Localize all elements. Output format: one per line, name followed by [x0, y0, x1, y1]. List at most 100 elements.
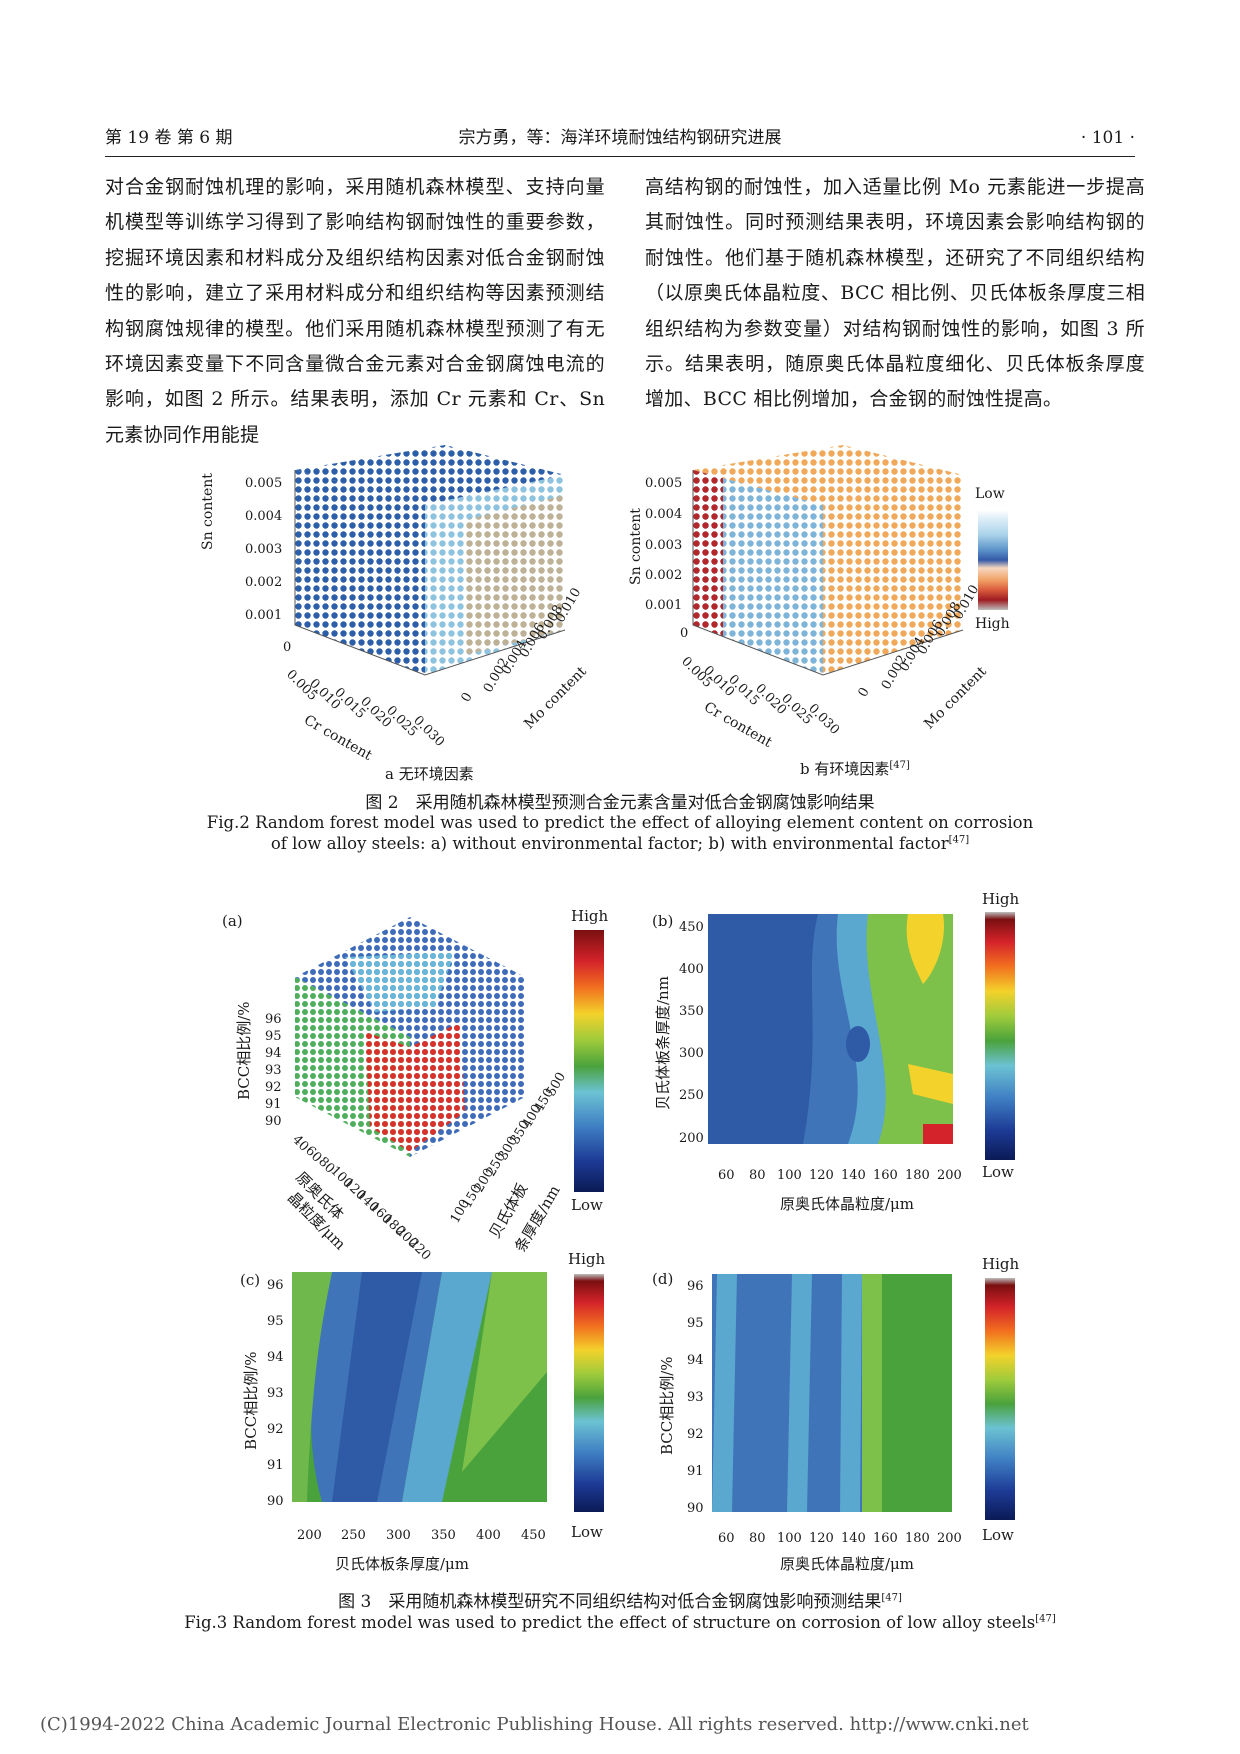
fig3-caption-en-text: Fig.3 Random forest model was used to pr… [184, 1613, 1036, 1632]
body-column-right: 高结构钢的耐蚀性，加入适量比例 Mo 元素能进一步提高其耐蚀性。同时预测结果表明… [645, 170, 1145, 418]
fig2b-subcaption: b 有环境因素[47] [800, 758, 910, 779]
tick-label: 250 [679, 1088, 704, 1103]
article-running-title: 宗方勇，等：海洋环境耐蚀结构钢研究进展 [458, 128, 782, 148]
fig3c-heatmap [292, 1272, 547, 1502]
tick-label: 80 [749, 1531, 766, 1546]
fig3c-high: High [568, 1250, 606, 1268]
tick-label: 0.005 [245, 476, 283, 491]
fig3a-low: Low [571, 1196, 603, 1214]
tick-label: 0 [680, 626, 689, 641]
tick-label: 95 [687, 1316, 704, 1331]
citation-ref: [47] [889, 760, 910, 771]
tick-label: 96 [267, 1278, 284, 1293]
tick-label: 350 [679, 1004, 704, 1019]
tick-label: 90 [687, 1501, 704, 1516]
fig2-caption-zh: 图 2 采用随机森林模型预测合金元素含量对低合金钢腐蚀影响结果 [365, 793, 875, 813]
tick-label: 100 [777, 1168, 802, 1183]
tick-label: 0.003 [645, 538, 683, 553]
tick-label: 93 [687, 1390, 704, 1405]
tick-label: 0.001 [245, 608, 283, 623]
paragraph-right: 高结构钢的耐蚀性，加入适量比例 Mo 元素能进一步提高其耐蚀性。同时预测结果表明… [645, 176, 1145, 411]
fig3d-low: Low [982, 1526, 1014, 1544]
tick-label: 94 [267, 1350, 284, 1365]
tick-label: 120 [809, 1531, 834, 1546]
fig3d-y-axis-title: BCC相比例/% [658, 1356, 676, 1455]
tick-label: 200 [937, 1168, 962, 1183]
fig3d-label: (d) [652, 1270, 674, 1288]
tick-label: 93 [265, 1063, 282, 1078]
fig2-caption-en-line2-text: of low alloy steels: a) without environm… [270, 834, 949, 853]
fig3a-label: (a) [222, 912, 243, 930]
tick-label: 94 [687, 1353, 704, 1368]
tick-label: 0.004 [645, 507, 683, 522]
tick-label: 0.002 [245, 575, 283, 590]
tick-label: 450 [679, 920, 704, 935]
tick-label: 0.005 [645, 476, 683, 491]
fig3-caption-zh: 图 3 采用随机森林模型研究不同组织结构对低合金钢腐蚀影响预测结果[47] [0, 1587, 1240, 1612]
fig3d-x-axis-title: 原奥氏体晶粒度/μm [780, 1555, 915, 1573]
tick-label: 0.004 [245, 509, 283, 524]
fig3c-low: Low [571, 1523, 603, 1541]
tick-label: 120 [809, 1168, 834, 1183]
tick-label: 200 [937, 1531, 962, 1546]
tick-label: 200 [297, 1528, 322, 1543]
fig3d-colorbar [985, 1278, 1015, 1520]
fig3a-colorbar [574, 930, 604, 1192]
tick-label: 300 [679, 1046, 704, 1061]
tick-label: 250 [341, 1528, 366, 1543]
fig2a-scatter-cube [294, 445, 566, 676]
tick-label: 90 [265, 1114, 282, 1129]
tick-label: 60 [718, 1168, 735, 1183]
tick-label: 0 [458, 690, 476, 705]
citation-ref: [47] [948, 834, 970, 846]
tick-label: 300 [386, 1528, 411, 1543]
figure-2: 0.005 0.004 0.003 0.002 0.001 0 Sn conte… [0, 440, 1240, 860]
tick-label: 160 [873, 1531, 898, 1546]
fig3c-colorbar [574, 1274, 604, 1512]
tick-label: 0 [283, 640, 292, 655]
fig2b-scatter-cube [692, 445, 964, 676]
running-header: 第 19 卷 第 6 期 宗方勇，等：海洋环境耐蚀结构钢研究进展 · 101 · [105, 120, 1135, 157]
tick-label: 0.002 [645, 568, 683, 583]
tick-label: 80 [749, 1168, 766, 1183]
tick-label: 400 [476, 1528, 501, 1543]
tick-label: 95 [267, 1314, 284, 1329]
tick-label: 140 [841, 1168, 866, 1183]
tick-label: 450 [521, 1528, 546, 1543]
tick-label: 92 [265, 1080, 282, 1095]
tick-label: 200 [679, 1131, 704, 1146]
fig2a-z-axis-title: Sn content [200, 473, 216, 550]
citation-ref: [47] [881, 1592, 902, 1604]
fig2a-subcaption: a 无环境因素 [385, 765, 474, 783]
fig3a-high: High [571, 907, 609, 925]
tick-label: 91 [687, 1464, 704, 1479]
tick-label: 160 [873, 1168, 898, 1183]
fig3b-low: Low [982, 1163, 1014, 1181]
fig2-caption-en-line1: Fig.2 Random forest model was used to pr… [206, 813, 1034, 832]
copyright-footer: (C)1994-2022 China Academic Journal Elec… [40, 1714, 1029, 1735]
fig3-caption-zh-text: 图 3 采用随机森林模型研究不同组织结构对低合金钢腐蚀影响预测结果 [338, 1592, 882, 1612]
tick-label: 92 [267, 1422, 284, 1437]
tick-label: 100 [777, 1531, 802, 1546]
fig3b-label: (b) [652, 912, 674, 930]
page-number: · 101 · [1080, 128, 1135, 148]
tick-label: 140 [841, 1531, 866, 1546]
fig2b-z-axis-title: Sn content [628, 508, 644, 585]
fig3a-scatter-cube [295, 917, 525, 1157]
fig3d-high: High [982, 1255, 1020, 1273]
fig3b-y-axis-title: 贝氏体板条厚度/nm [654, 976, 672, 1110]
fig3c-y-axis-title: BCC相比例/% [242, 1351, 260, 1450]
tick-label: 180 [905, 1168, 930, 1183]
fig3b-colorbar [985, 912, 1015, 1160]
fig3c-label: (c) [240, 1271, 261, 1289]
fig3c-x-axis-title: 贝氏体板条厚度/μm [335, 1555, 470, 1573]
tick-label: 60 [718, 1531, 735, 1546]
fig2-caption-en-line2: of low alloy steels: a) without environm… [0, 833, 1240, 854]
body-column-left: 对合金钢耐蚀机理的影响，采用随机森林模型、支持向量机模型等训练学习得到了影响结构… [105, 170, 605, 453]
tick-label: 90 [267, 1494, 284, 1509]
tick-label: 180 [905, 1531, 930, 1546]
fig2a-x-axis-title: Cr content [301, 712, 375, 764]
tick-label: 91 [267, 1458, 284, 1473]
tick-label: 0.001 [645, 598, 683, 613]
tick-label: 400 [679, 962, 704, 977]
